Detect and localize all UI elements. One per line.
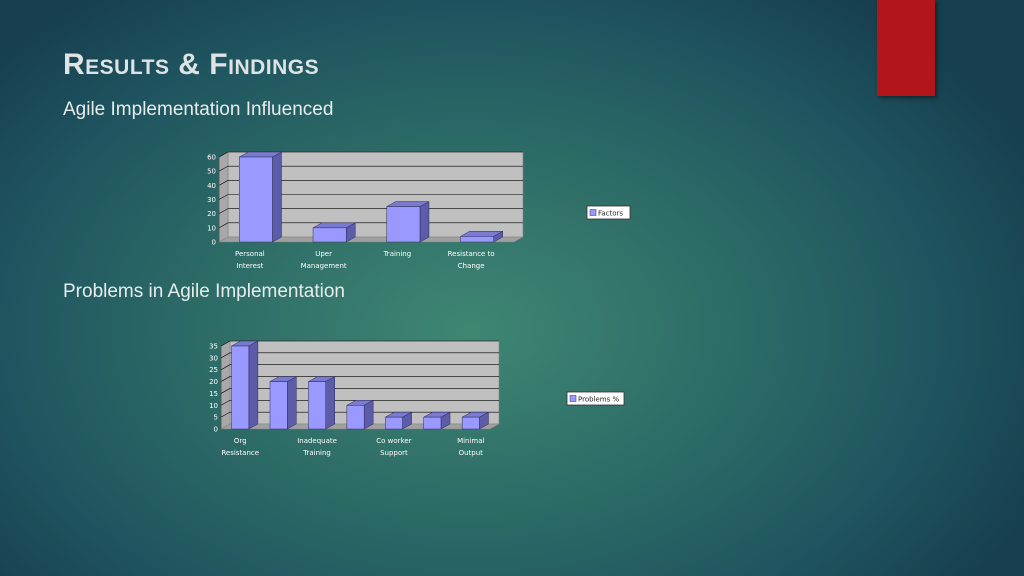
x-category-label: Output <box>459 449 484 457</box>
bar-side <box>248 340 259 430</box>
y-tick-label: 0 <box>212 239 216 247</box>
side-wall <box>220 340 231 430</box>
bar <box>459 230 504 243</box>
y-tick-label: 50 <box>207 168 216 176</box>
legend-box <box>586 205 631 220</box>
bar <box>384 411 413 430</box>
x-category-label: Change <box>458 262 485 270</box>
bar-front <box>269 381 288 430</box>
bar-front <box>423 416 442 430</box>
bar-front <box>385 416 403 430</box>
legend: Problems % <box>566 391 625 406</box>
gridline <box>220 376 499 382</box>
x-category-label: Personal <box>235 250 265 258</box>
bar-front <box>239 156 273 243</box>
gridline <box>218 194 523 200</box>
bar <box>269 376 298 430</box>
accent-bar <box>877 0 935 96</box>
chart-2-subtitle: Problems in Agile Implementation <box>63 281 345 302</box>
x-category-label: Support <box>380 449 408 457</box>
bar-front <box>460 236 494 243</box>
x-category-label: Co worker <box>376 437 411 445</box>
y-tick-label: 20 <box>207 210 216 218</box>
gridline <box>220 399 499 406</box>
bar <box>230 340 259 430</box>
x-category-label: Resistance <box>221 449 259 457</box>
bar-front <box>386 206 421 243</box>
x-category-label: Training <box>302 449 331 457</box>
bar-front <box>308 381 326 430</box>
gridline <box>220 364 499 370</box>
bar <box>238 151 283 243</box>
bar <box>461 411 490 430</box>
bar <box>422 411 451 430</box>
y-tick-label: 35 <box>209 343 218 351</box>
bar-front <box>461 416 480 430</box>
x-category-label: Interest <box>236 262 263 270</box>
legend: Factors <box>586 205 631 220</box>
x-category-label: Training <box>383 250 412 258</box>
slide-title: Results & Findings <box>63 48 320 81</box>
x-category-label: Minimal <box>457 437 484 445</box>
y-tick-label: 40 <box>207 182 216 190</box>
y-tick-label: 30 <box>207 196 216 204</box>
bar-side <box>325 376 335 430</box>
chart-1-subtitle: Agile Implementation Influenced <box>63 99 334 120</box>
x-category-label: Uper <box>315 250 332 258</box>
gridline <box>220 340 499 347</box>
bar <box>312 222 357 243</box>
legend-label: Factors <box>598 210 623 218</box>
y-tick-label: 25 <box>209 366 218 374</box>
y-tick-label: 15 <box>209 390 218 398</box>
gridline <box>220 352 499 359</box>
bar <box>385 201 430 243</box>
gridline <box>220 388 499 394</box>
bar-front <box>346 405 365 430</box>
bar <box>345 399 375 430</box>
y-tick-label: 60 <box>207 154 216 162</box>
bar-side <box>287 376 297 430</box>
legend-label: Problems % <box>578 396 619 404</box>
y-tick-label: 30 <box>209 354 218 362</box>
y-tick-label: 10 <box>209 402 218 410</box>
bar-front <box>312 227 347 243</box>
y-tick-label: 0 <box>214 426 218 434</box>
y-tick-label: 10 <box>207 224 216 232</box>
gridline <box>218 165 523 172</box>
x-category-label: Management <box>301 262 347 270</box>
legend-swatch <box>569 395 577 402</box>
legend-swatch <box>589 209 597 216</box>
bar <box>307 376 336 430</box>
legend-box <box>566 391 625 406</box>
y-tick-label: 20 <box>209 378 218 386</box>
gridline <box>218 180 523 186</box>
gridline <box>218 151 523 158</box>
y-tick-label: 5 <box>214 414 218 422</box>
x-category-label: Resistance to <box>448 250 495 258</box>
bar-front <box>231 345 250 430</box>
x-category-label: Inadequate <box>297 437 337 445</box>
x-category-label: Org <box>234 437 247 445</box>
